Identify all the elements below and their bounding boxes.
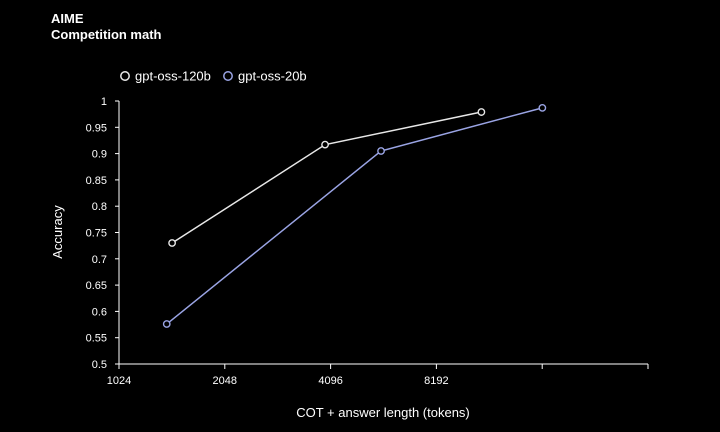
y-tick-label: 0.7 <box>92 254 107 266</box>
chart-title: AIME <box>51 11 84 26</box>
legend-marker-gpt-oss-20b <box>223 71 233 81</box>
data-point-gpt-oss-20b <box>538 103 547 112</box>
y-tick-label: 0.9 <box>92 149 107 161</box>
data-point-gpt-oss-20b <box>377 147 385 155</box>
y-tick-label: 0.65 <box>86 280 107 292</box>
axes: 0.5 0.55 0.6 0.65 0.7 0.75 0.8 0.85 0.9 0.95 1 1024… <box>86 96 649 387</box>
y-tick-label: 0.75 <box>86 228 107 240</box>
x-tick-label: 4096 <box>318 375 342 387</box>
x-axis-label: COT + answer length (tokens) <box>296 405 470 420</box>
y-axis-label: Accuracy <box>50 205 65 259</box>
legend-label-gpt-oss-20b: gpt-oss-20b <box>238 69 307 84</box>
y-tick-label: 1 <box>101 96 107 108</box>
legend-marker-gpt-oss-120b <box>120 71 130 81</box>
data-point-gpt-oss-120b <box>168 239 176 247</box>
data-point-gpt-oss-20b <box>162 320 171 328</box>
legend: gpt-oss-120b gpt-oss-20b <box>120 69 307 84</box>
y-tick-label: 0.6 <box>92 306 107 318</box>
legend-label-gpt-oss-120b: gpt-oss-120b <box>135 69 211 84</box>
chart-subtitle: Competition math <box>51 27 162 42</box>
series-line-gpt-oss-120b <box>171 111 482 244</box>
series-line-gpt-oss-20b <box>166 107 543 325</box>
data-point-gpt-oss-120b <box>477 108 486 116</box>
x-tick-label: 1024 <box>107 375 131 387</box>
y-tick-label: 0.8 <box>92 201 107 213</box>
x-tick-label: 8192 <box>424 375 448 387</box>
y-tick-label: 0.85 <box>86 175 107 187</box>
data-point-gpt-oss-120b <box>321 140 329 149</box>
data-points <box>162 103 547 328</box>
x-tick-label: 2048 <box>213 375 237 387</box>
series-lines <box>166 107 543 325</box>
y-tick-label: 0.5 <box>92 359 107 371</box>
y-tick-label: 0.55 <box>86 333 107 345</box>
y-tick-label: 0.95 <box>86 122 107 134</box>
